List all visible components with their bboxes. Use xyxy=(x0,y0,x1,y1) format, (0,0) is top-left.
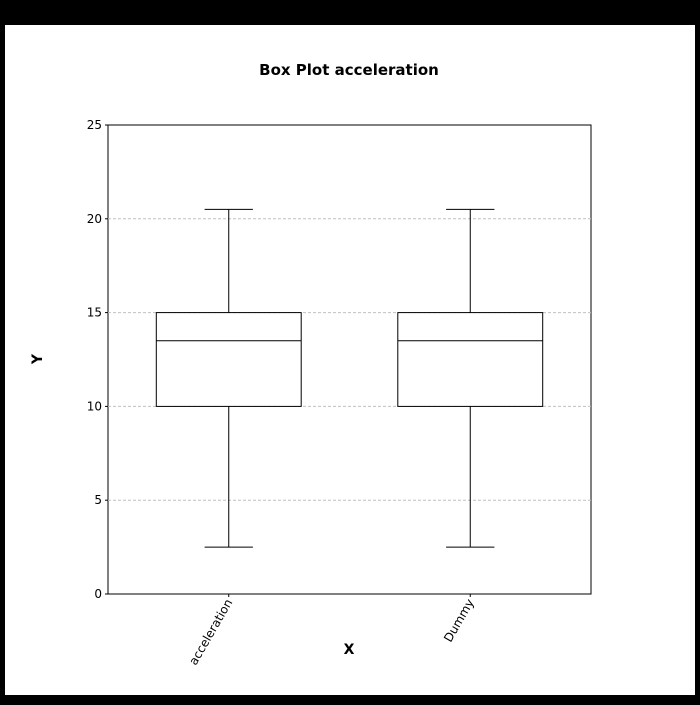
y-tick-label-10: 10 xyxy=(87,399,102,413)
y-tick-label-25: 25 xyxy=(87,118,102,132)
boxes xyxy=(155,208,544,548)
y-tick-label-20: 20 xyxy=(87,212,102,226)
box-acceleration xyxy=(155,208,302,548)
y-tick-label-15: 15 xyxy=(87,306,102,320)
box-dummy xyxy=(397,208,544,548)
y-tick-label-0: 0 xyxy=(94,587,102,601)
x-axis-label: X xyxy=(344,642,355,658)
y-axis-label: Y xyxy=(30,353,46,365)
y-axis-ticks: 0 5 10 15 20 25 xyxy=(87,118,108,601)
iqr-box xyxy=(397,312,544,407)
chart-title: Box Plot acceleration xyxy=(259,61,439,79)
iqr-box xyxy=(155,312,302,407)
y-tick-label-5: 5 xyxy=(94,493,102,507)
